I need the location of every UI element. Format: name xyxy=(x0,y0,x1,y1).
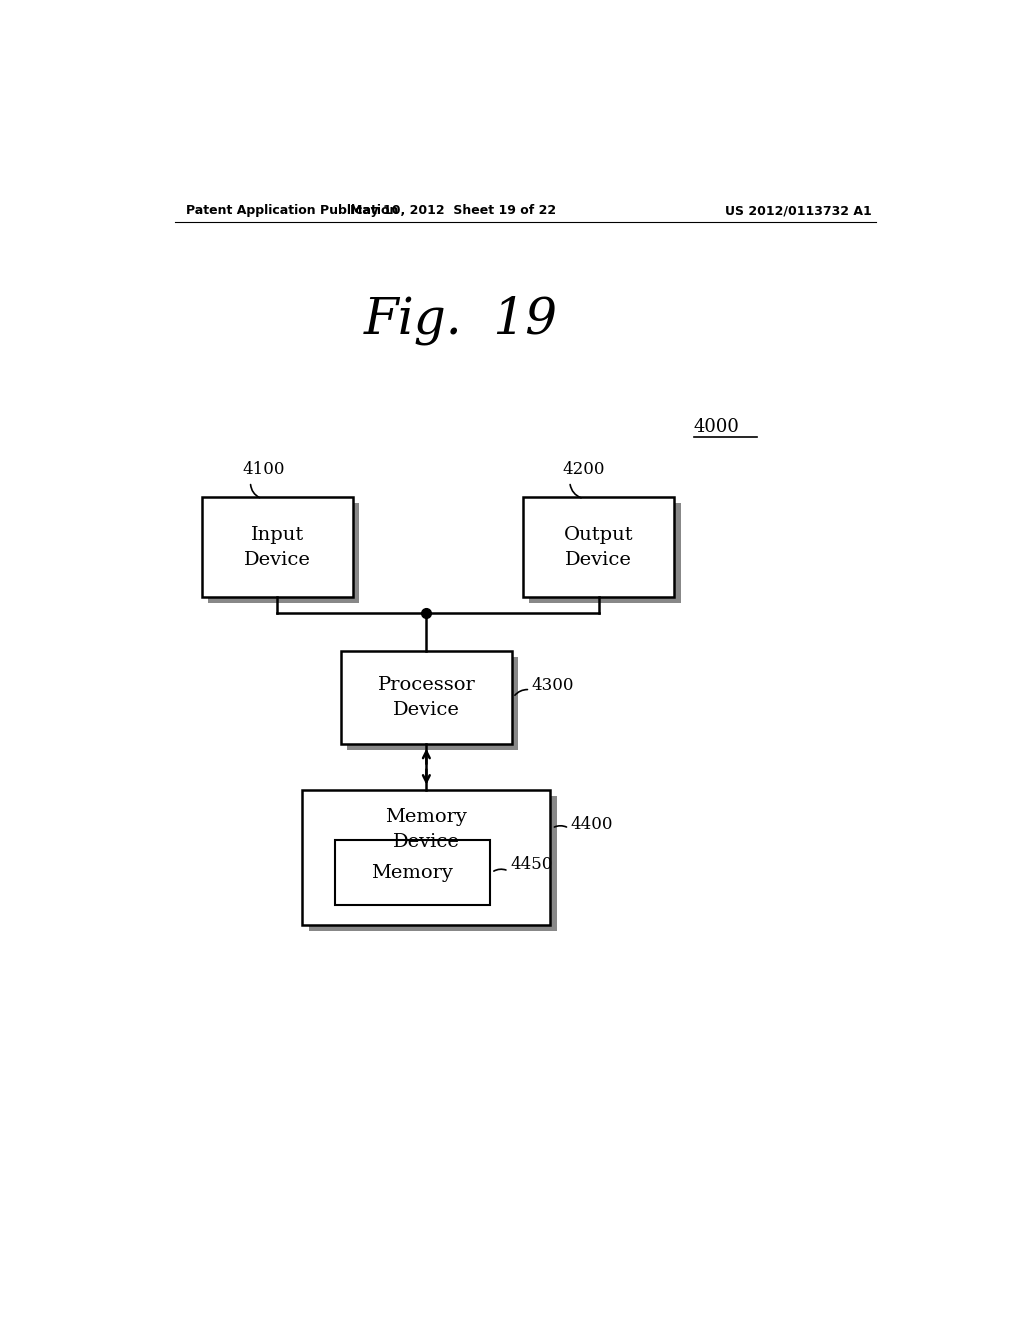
FancyArrowPatch shape xyxy=(570,484,581,498)
Text: Input
Device: Input Device xyxy=(244,525,310,569)
Text: May 10, 2012  Sheet 19 of 22: May 10, 2012 Sheet 19 of 22 xyxy=(350,205,557,218)
Text: 4000: 4000 xyxy=(693,417,739,436)
Bar xyxy=(341,651,512,743)
Bar xyxy=(308,796,556,931)
FancyArrowPatch shape xyxy=(251,484,259,498)
Bar xyxy=(347,657,518,750)
Text: 4200: 4200 xyxy=(562,461,604,478)
FancyArrowPatch shape xyxy=(515,689,527,696)
Text: 4100: 4100 xyxy=(243,461,286,478)
Text: Fig.  19: Fig. 19 xyxy=(365,296,558,345)
Text: Patent Application Publication: Patent Application Publication xyxy=(186,205,398,218)
Bar xyxy=(523,498,675,597)
Text: US 2012/0113732 A1: US 2012/0113732 A1 xyxy=(725,205,872,218)
Text: 4450: 4450 xyxy=(510,857,553,874)
Text: 4400: 4400 xyxy=(570,816,613,833)
Text: 4300: 4300 xyxy=(531,677,574,694)
Bar xyxy=(529,503,681,603)
Text: Processor
Device: Processor Device xyxy=(378,676,475,719)
Text: Memory: Memory xyxy=(372,863,454,882)
Bar xyxy=(302,789,550,924)
Text: Memory
Device: Memory Device xyxy=(385,808,467,851)
Bar xyxy=(208,503,358,603)
Text: Output
Device: Output Device xyxy=(564,525,634,569)
FancyArrowPatch shape xyxy=(494,869,506,871)
Bar xyxy=(202,498,352,597)
Bar xyxy=(335,840,489,906)
